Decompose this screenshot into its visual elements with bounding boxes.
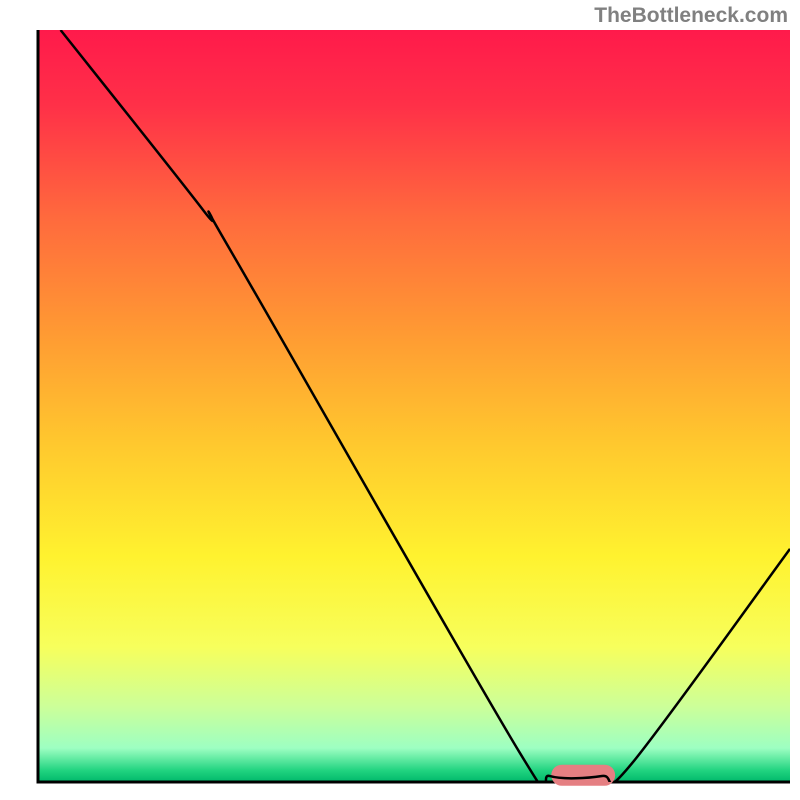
watermark-text: TheBottleneck.com bbox=[594, 4, 788, 28]
bottleneck-chart-svg bbox=[0, 0, 800, 800]
chart-root: { "watermark": { "text": "TheBottleneck.… bbox=[0, 0, 800, 800]
